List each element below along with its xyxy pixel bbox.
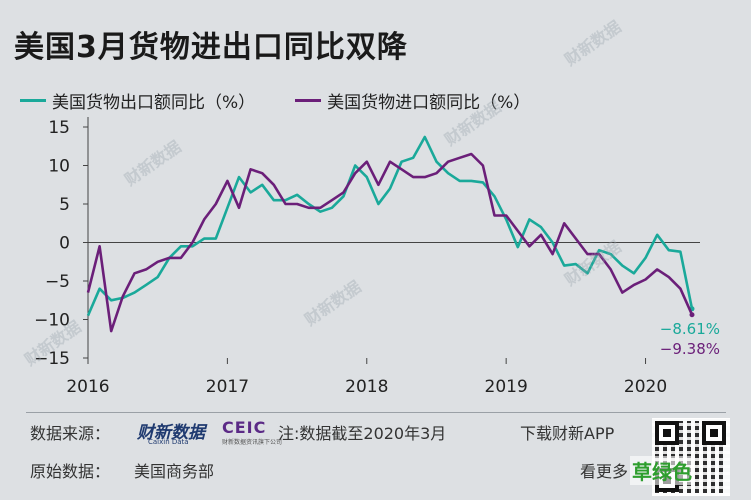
x-tick-label: 2018 — [345, 377, 388, 397]
x-tick-label: 2019 — [485, 377, 528, 397]
y-tick-label: 5 — [59, 195, 70, 215]
origin-value: 美国商务部 — [134, 462, 215, 481]
chart-title: 美国3月货物进出口同比双降 — [14, 30, 408, 65]
y-tick-label: 0 — [59, 234, 70, 254]
legend-label-import: 美国货物进口额同比（%） — [327, 93, 531, 113]
legend-swatch-export — [20, 99, 46, 102]
download-app-text[interactable]: 下载财新APP — [520, 424, 615, 443]
origin-label: 原始数据： — [30, 462, 111, 481]
legend: 美国货物出口额同比（%） 美国货物进口额同比（%） — [20, 88, 530, 113]
footer-divider — [26, 412, 726, 413]
series-line-1 — [86, 152, 694, 333]
stamp-label: 草绿色 — [630, 456, 694, 485]
y-tick-label: 15 — [48, 118, 70, 138]
y-tick-label: 10 — [48, 157, 70, 177]
x-tick-label: 2016 — [66, 377, 109, 397]
legend-item-export: 美国货物出口额同比（%） — [20, 88, 255, 113]
series-end-point-1 — [689, 312, 695, 318]
caixin-logo-sub: Caixin Data — [148, 438, 189, 446]
data-note: 注:数据截至2020年3月 — [278, 424, 447, 443]
qr-finder-icon — [702, 421, 726, 445]
legend-label-export: 美国货物出口额同比（%） — [52, 93, 256, 113]
ceic-logo-sub: 财新数据资讯旗下公司 — [222, 439, 283, 446]
ceic-logo: CEIC — [222, 418, 267, 437]
legend-swatch-import — [295, 99, 322, 102]
source-label: 数据来源： — [30, 424, 111, 443]
x-tick-label: 2017 — [206, 377, 249, 397]
qr-finder-icon — [655, 421, 679, 445]
y-tick-label: −10 — [34, 311, 70, 331]
y-tick-label: −5 — [45, 272, 70, 292]
x-tick-label: 2020 — [624, 377, 667, 397]
end-value-label-1: −9.38% — [660, 340, 720, 358]
more-text: 看更多 — [580, 462, 629, 481]
y-tick-label: −15 — [34, 349, 70, 369]
caixin-logo: 财新数据 — [137, 423, 205, 443]
legend-item-import: 美国货物进口额同比（%） — [295, 88, 530, 113]
end-value-label-0: −8.61% — [660, 320, 720, 338]
